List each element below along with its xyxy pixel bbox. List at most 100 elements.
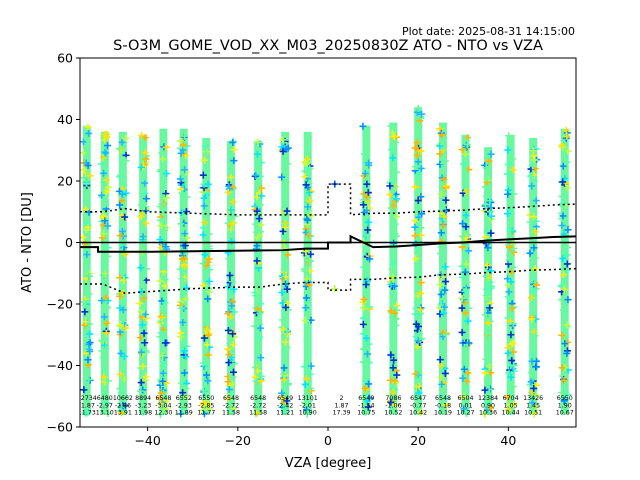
scatter-point — [442, 401, 450, 409]
bin-stat-count: 6548 — [155, 395, 171, 402]
scatter-point — [119, 306, 127, 314]
bin-stat-mean: -2.93 — [176, 402, 192, 409]
scatter-point — [417, 224, 425, 232]
scatter-point — [506, 206, 514, 214]
scatter-point — [303, 275, 311, 283]
scatter-point — [506, 243, 514, 251]
scatter-point — [442, 182, 450, 190]
scatter-point — [202, 389, 210, 397]
bin-stat-count: 13101 — [298, 395, 318, 402]
scatter-point — [509, 382, 517, 390]
scatter-point — [81, 321, 89, 329]
scatter-point — [529, 374, 537, 382]
scatter-point — [100, 313, 108, 321]
bin-stat-std: 10.19 — [434, 410, 452, 417]
scatter-point — [417, 164, 425, 172]
scatter-point — [82, 302, 90, 310]
scatter-point — [200, 202, 208, 210]
scatter-point — [436, 356, 444, 364]
scatter-point — [509, 339, 517, 347]
scatter-point — [360, 150, 368, 158]
scatter-point — [417, 306, 425, 314]
scatter-point — [284, 381, 292, 389]
scatter-point — [104, 244, 112, 252]
vza-bin-scatter — [411, 104, 426, 416]
scatter-point — [563, 321, 571, 329]
scatter-point — [563, 184, 571, 192]
scatter-point — [366, 255, 374, 263]
scatter-point — [205, 401, 213, 409]
scatter-point — [413, 139, 421, 147]
scatter-point — [205, 230, 213, 238]
scatter-point — [460, 365, 468, 373]
scatter-point — [282, 159, 290, 167]
scatter-point — [176, 265, 184, 273]
scatter-point — [83, 214, 91, 222]
scatter-point — [279, 316, 287, 324]
vza-bin-band — [227, 141, 236, 415]
scatter-point — [278, 389, 286, 397]
scatter-point — [561, 396, 569, 404]
scatter-point — [391, 220, 399, 228]
scatter-point — [437, 243, 445, 251]
scatter-point — [364, 403, 372, 411]
scatter-point — [441, 286, 449, 294]
scatter-point — [481, 233, 489, 241]
scatter-point — [560, 285, 568, 293]
scatter-point — [442, 330, 450, 338]
scatter-point — [178, 255, 186, 263]
scatter-point — [254, 138, 262, 146]
scatter-point — [120, 376, 128, 384]
scatter-point — [459, 296, 467, 304]
scatter-point — [162, 397, 170, 405]
scatter-point — [561, 340, 569, 348]
scatter-point — [102, 149, 110, 157]
scatter-point — [204, 180, 212, 188]
scatter-point — [142, 314, 150, 322]
scatter-point — [504, 406, 512, 414]
bin-stat-std: 11.58 — [222, 410, 240, 417]
scatter-point — [102, 344, 110, 352]
bin-stat-mean: 1.45 — [526, 402, 540, 409]
scatter-point — [204, 258, 212, 266]
vza-bin-band — [414, 107, 423, 415]
bin-stat-count: 6550 — [198, 395, 214, 402]
bin-stat-count: 10662 — [113, 395, 133, 402]
scatter-point — [102, 200, 110, 208]
bin-stat-count: 12734 — [77, 395, 97, 402]
scatter-point — [181, 166, 189, 174]
scatter-point — [440, 213, 448, 221]
scatter-point — [104, 252, 112, 260]
scatter-point — [202, 371, 210, 379]
scatter-point — [224, 378, 232, 386]
scatter-point — [178, 275, 186, 283]
scatter-point — [411, 163, 419, 171]
scatter-point — [481, 311, 489, 319]
scatter-point — [141, 134, 149, 142]
scatter-point — [183, 234, 191, 242]
scatter-point — [138, 308, 146, 316]
scatter-point — [99, 154, 107, 162]
scatter-point — [530, 410, 538, 418]
scatter-point — [99, 212, 107, 220]
bin-stat-std: 13.91 — [114, 410, 132, 417]
scatter-point — [481, 369, 489, 377]
scatter-point — [258, 184, 266, 192]
scatter-point — [182, 353, 190, 361]
scatter-point — [306, 370, 314, 378]
bin-stat-std: 10.75 — [357, 410, 375, 417]
scatter-point — [253, 257, 261, 265]
scatter-point — [436, 142, 444, 150]
scatter-point — [417, 147, 425, 155]
scatter-point — [306, 257, 314, 265]
scatter-point — [229, 198, 237, 206]
scatter-point — [162, 143, 170, 151]
scatter-point — [487, 284, 495, 292]
scatter-point — [116, 232, 124, 240]
scatter-point — [253, 207, 261, 215]
scatter-point — [389, 154, 397, 162]
scatter-point — [255, 215, 263, 223]
vza-bin-scatter — [156, 128, 171, 419]
